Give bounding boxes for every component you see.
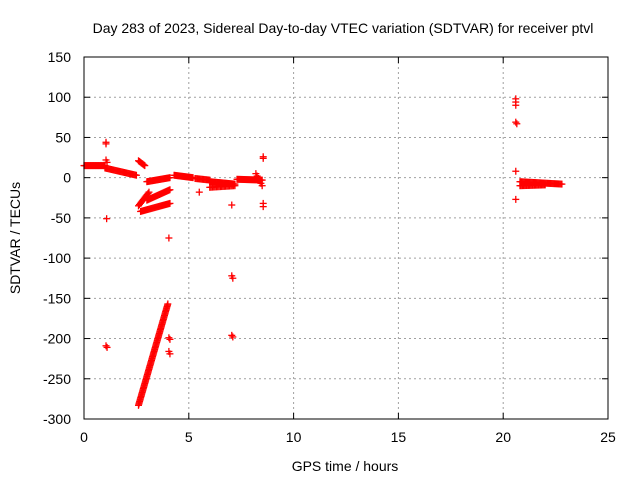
y-tick-label: -300 (43, 411, 71, 427)
data-point (140, 161, 148, 169)
x-tick-label: 5 (185, 429, 193, 445)
data-point (166, 350, 174, 358)
y-tick-label: 150 (48, 49, 72, 65)
data-point (103, 158, 111, 166)
data-point (165, 234, 173, 242)
x-tick-label: 0 (80, 429, 88, 445)
data-point (103, 343, 111, 351)
data-point (259, 154, 267, 162)
data-point (164, 300, 172, 308)
x-axis-label: GPS time / hours (292, 458, 399, 474)
data-points (80, 95, 566, 409)
data-point (558, 180, 566, 188)
y-tick-labels: 150 100 50 0 -50 -100 -150 -200 -250 -300 (43, 49, 71, 427)
x-tick-labels: 0 5 10 15 20 25 (80, 429, 616, 445)
y-tick-label: -250 (43, 371, 71, 387)
y-tick-label: -100 (43, 250, 71, 266)
y-axis-label: SDTVAR / TECUs (7, 182, 23, 294)
x-tick-label: 25 (600, 429, 616, 445)
data-point (132, 171, 140, 179)
data-point (166, 199, 174, 207)
data-point (512, 167, 520, 175)
data-point (512, 195, 520, 203)
data-point (165, 334, 173, 342)
y-tick-label: 50 (55, 129, 71, 145)
x-tick-label: 10 (286, 429, 302, 445)
y-tick-label: -200 (43, 331, 71, 347)
data-point (512, 118, 520, 126)
grid-lines (84, 57, 608, 419)
y-tick-label: -150 (43, 290, 71, 306)
data-point (231, 182, 239, 190)
data-point (228, 201, 236, 209)
data-point (166, 186, 174, 194)
plot-frame (83, 56, 609, 420)
data-point (228, 331, 236, 339)
data-point (259, 203, 267, 211)
y-tick-label: 100 (48, 89, 72, 105)
data-point (141, 162, 149, 170)
data-point (229, 274, 237, 282)
data-point (513, 120, 521, 128)
data-point (195, 188, 203, 196)
data-point (145, 188, 153, 196)
y-tick-label: -50 (51, 210, 71, 226)
data-point (258, 182, 266, 190)
data-point (102, 140, 110, 148)
data-point (103, 215, 111, 223)
data-point (166, 335, 174, 343)
data-point (512, 101, 520, 109)
data-point (229, 333, 237, 341)
data-point (102, 342, 110, 350)
data-point (166, 174, 174, 182)
axis-ticks (83, 56, 609, 420)
x-tick-label: 20 (495, 429, 511, 445)
data-point (144, 189, 152, 197)
x-tick-label: 15 (391, 429, 407, 445)
y-tick-label: 0 (63, 170, 71, 186)
data-point (541, 181, 549, 189)
chart-title: Day 283 of 2023, Sidereal Day-to-day VTE… (93, 20, 594, 36)
